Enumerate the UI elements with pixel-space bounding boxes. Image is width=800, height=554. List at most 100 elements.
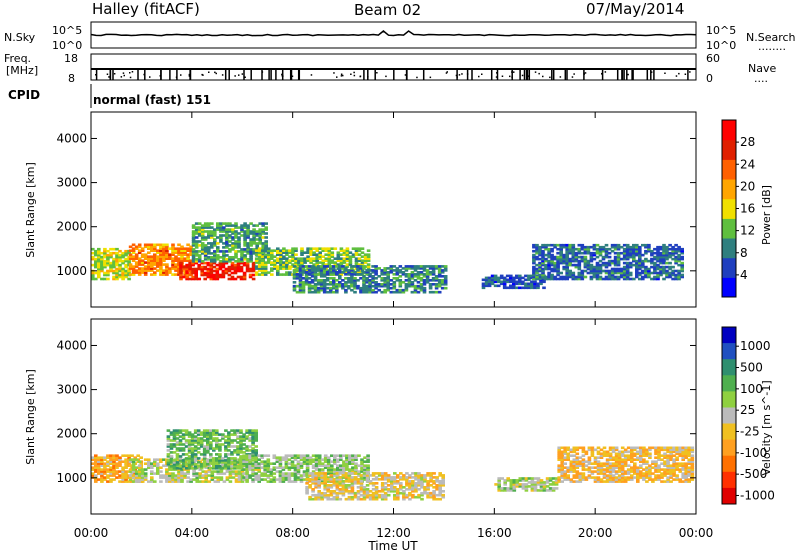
heatmap-cell	[258, 240, 262, 243]
heatmap-cell	[230, 261, 235, 265]
heatmap-cell	[374, 283, 378, 286]
heatmap-cell	[178, 455, 183, 458]
heatmap-cell	[350, 267, 354, 270]
heatmap-cell	[538, 261, 542, 265]
heatmap-cell	[227, 449, 231, 452]
heatmap-cell	[319, 283, 324, 286]
heatmap-cell	[671, 265, 675, 269]
heatmap-cell	[335, 290, 339, 294]
heatmap-cell	[109, 247, 113, 251]
heatmap-cell	[194, 228, 199, 231]
heatmap-cell	[302, 460, 307, 463]
heatmap-cell	[171, 476, 175, 479]
heatmap-cell	[233, 263, 238, 267]
heatmap-cell	[659, 259, 663, 263]
heatmap-cell	[354, 249, 359, 252]
heatmap-cell	[150, 263, 154, 266]
heatmap-cell	[574, 277, 579, 281]
heatmap-cell	[550, 269, 554, 273]
heatmap-cell	[273, 263, 277, 266]
heatmap-cell	[124, 476, 128, 479]
heatmap-cell	[356, 497, 361, 501]
heatmap-cell	[118, 480, 122, 483]
heatmap-cell	[653, 255, 657, 259]
heatmap-cell	[530, 479, 535, 482]
heatmap-cell	[112, 263, 116, 267]
heatmap-cell	[524, 479, 529, 482]
heatmap-cell	[619, 251, 624, 255]
heatmap-cell	[503, 483, 507, 486]
heatmap-cell	[317, 454, 322, 457]
heatmap-cell	[97, 247, 101, 251]
heatmap-cell	[628, 277, 633, 281]
heatmap-cell	[426, 495, 430, 499]
heatmap-cell	[604, 275, 609, 279]
heatmap-cell	[538, 263, 542, 267]
heatmap-cell	[359, 290, 363, 294]
heatmap-cell	[190, 467, 195, 470]
heatmap-cell	[245, 470, 249, 473]
heatmap-cell	[236, 435, 240, 438]
heatmap-cell	[596, 478, 601, 481]
heatmap-cell	[134, 271, 139, 274]
heatmap-cell	[599, 472, 604, 475]
heatmap-cell	[553, 269, 557, 273]
heatmap-cell	[305, 491, 309, 495]
nave-dot	[122, 72, 125, 74]
heatmap-cell	[236, 447, 240, 450]
heatmap-cell	[298, 284, 303, 288]
heatmap-cell	[383, 476, 388, 479]
heatmap-cell	[203, 273, 207, 277]
heatmap-cell	[249, 256, 253, 259]
heatmap-cell	[569, 454, 574, 457]
heatmap-cell	[515, 274, 519, 278]
heatmap-cell	[288, 273, 292, 276]
heatmap-cell	[159, 470, 163, 473]
heatmap-cell	[112, 460, 116, 463]
heatmap-cell	[572, 476, 577, 479]
heatmap-cell	[233, 465, 237, 468]
heatmap-cell	[225, 258, 229, 261]
heatmap-cell	[200, 228, 205, 231]
heatmap-cell	[293, 478, 298, 481]
heatmap-cell	[398, 279, 403, 282]
heatmap-cell	[301, 283, 306, 286]
heatmap-cell	[443, 265, 448, 268]
heatmap-cell	[165, 249, 169, 252]
heatmap-cell	[366, 265, 371, 268]
heatmap-cell	[191, 226, 196, 229]
heatmap-cell	[109, 454, 113, 457]
heatmap-cell	[216, 248, 220, 251]
heatmap-cell	[156, 265, 160, 268]
heatmap-cell	[239, 429, 243, 432]
heatmap-cell	[317, 478, 322, 481]
heatmap-cell	[130, 454, 134, 457]
heatmap-cell	[137, 464, 142, 467]
heatmap-cell	[350, 482, 355, 485]
heatmap-cell	[566, 474, 570, 477]
heatmap-cell	[187, 467, 192, 470]
heatmap-cell	[533, 477, 538, 480]
heatmap-cell	[407, 283, 412, 286]
heatmap-cell	[187, 465, 192, 468]
heatmap-cell	[156, 263, 160, 266]
heatmap-cell	[222, 252, 226, 255]
heatmap-cell	[128, 263, 133, 266]
heatmap-cell	[325, 277, 330, 280]
heatmap-cell	[559, 245, 563, 249]
heatmap-cell	[396, 493, 400, 497]
heatmap-cell	[191, 261, 195, 265]
heatmap-cell	[438, 474, 442, 477]
heatmap-cell	[326, 462, 331, 465]
heatmap-cell	[568, 271, 572, 275]
heatmap-cell	[426, 491, 430, 495]
heatmap-cell	[128, 255, 133, 258]
heatmap-cell	[677, 263, 681, 267]
heatmap-cell	[509, 485, 514, 488]
heatmap-cell	[553, 261, 557, 265]
heatmap-cell	[246, 234, 250, 237]
heatmap-cell	[121, 267, 125, 271]
heatmap-cell	[532, 261, 536, 265]
heatmap-cell	[575, 462, 580, 465]
